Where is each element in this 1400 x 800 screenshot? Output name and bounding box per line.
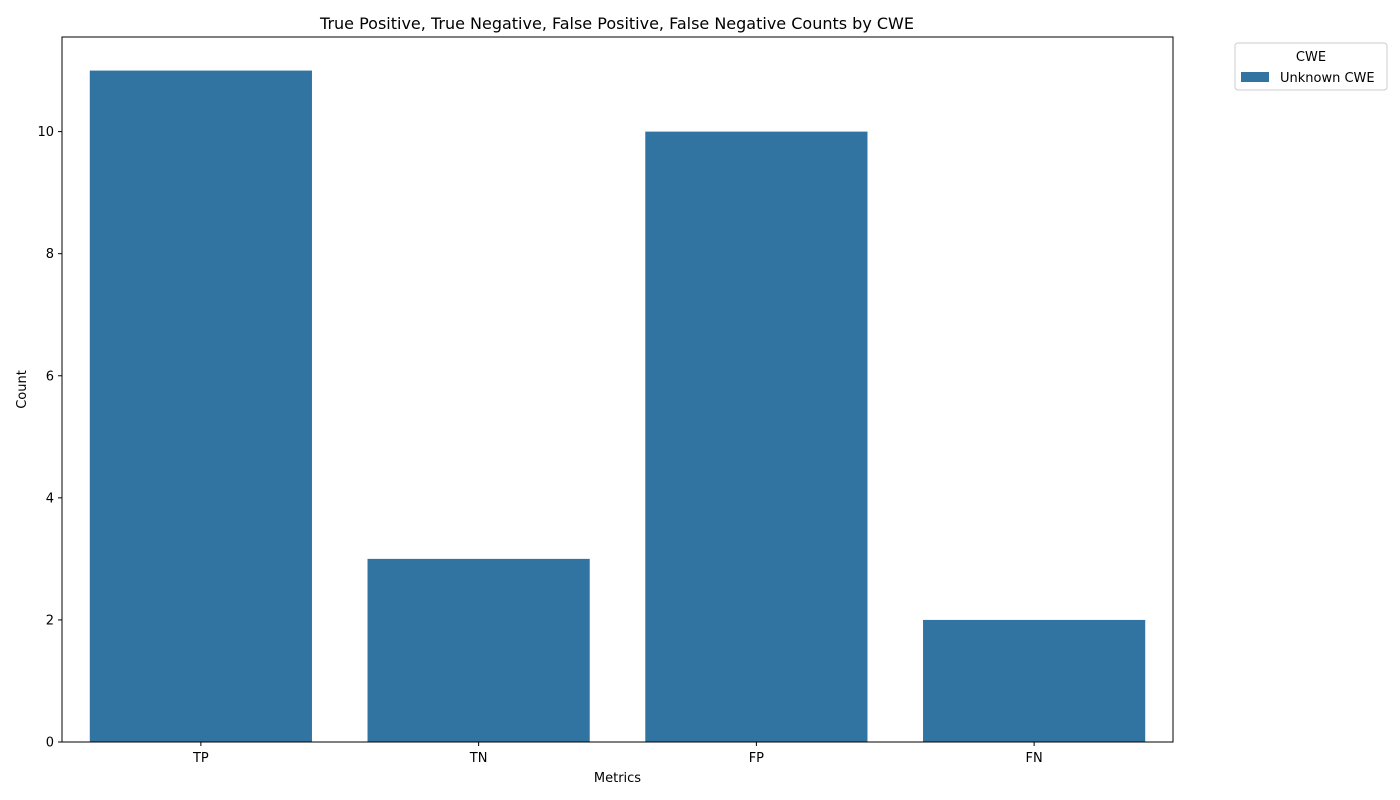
y-tick-label: 4 bbox=[46, 491, 54, 506]
legend-swatch bbox=[1241, 72, 1269, 82]
y-tick-label: 8 bbox=[46, 247, 54, 262]
bars-group bbox=[89, 70, 1146, 743]
y-tick-label: 6 bbox=[46, 369, 54, 384]
y-tick-label: 10 bbox=[37, 125, 54, 140]
y-tick-label: 2 bbox=[46, 613, 54, 628]
chart-title: True Positive, True Negative, False Posi… bbox=[319, 14, 914, 33]
y-tick-label: 0 bbox=[46, 736, 54, 751]
legend-title: CWE bbox=[1296, 50, 1326, 65]
bar-fp bbox=[645, 131, 868, 743]
bar-tp bbox=[89, 70, 312, 743]
bar-fn bbox=[923, 619, 1146, 742]
x-tick-label-tn: TN bbox=[469, 751, 488, 766]
y-axis-ticks: 0 2 4 6 8 10 bbox=[37, 125, 62, 751]
x-tick-label-tp: TP bbox=[192, 751, 209, 766]
x-axis-label: Metrics bbox=[594, 771, 641, 786]
plot-frame bbox=[61, 36, 1174, 743]
legend-frame bbox=[1234, 42, 1388, 91]
x-tick-label-fp: FP bbox=[749, 751, 764, 766]
bar-tn bbox=[367, 558, 590, 742]
x-tick-label-fn: FN bbox=[1026, 751, 1043, 766]
x-axis-ticks: TP TN FP FN bbox=[192, 742, 1043, 766]
y-axis-label: Count bbox=[15, 370, 30, 409]
legend: CWE Unknown CWE bbox=[1234, 42, 1388, 91]
legend-label: Unknown CWE bbox=[1280, 71, 1375, 86]
